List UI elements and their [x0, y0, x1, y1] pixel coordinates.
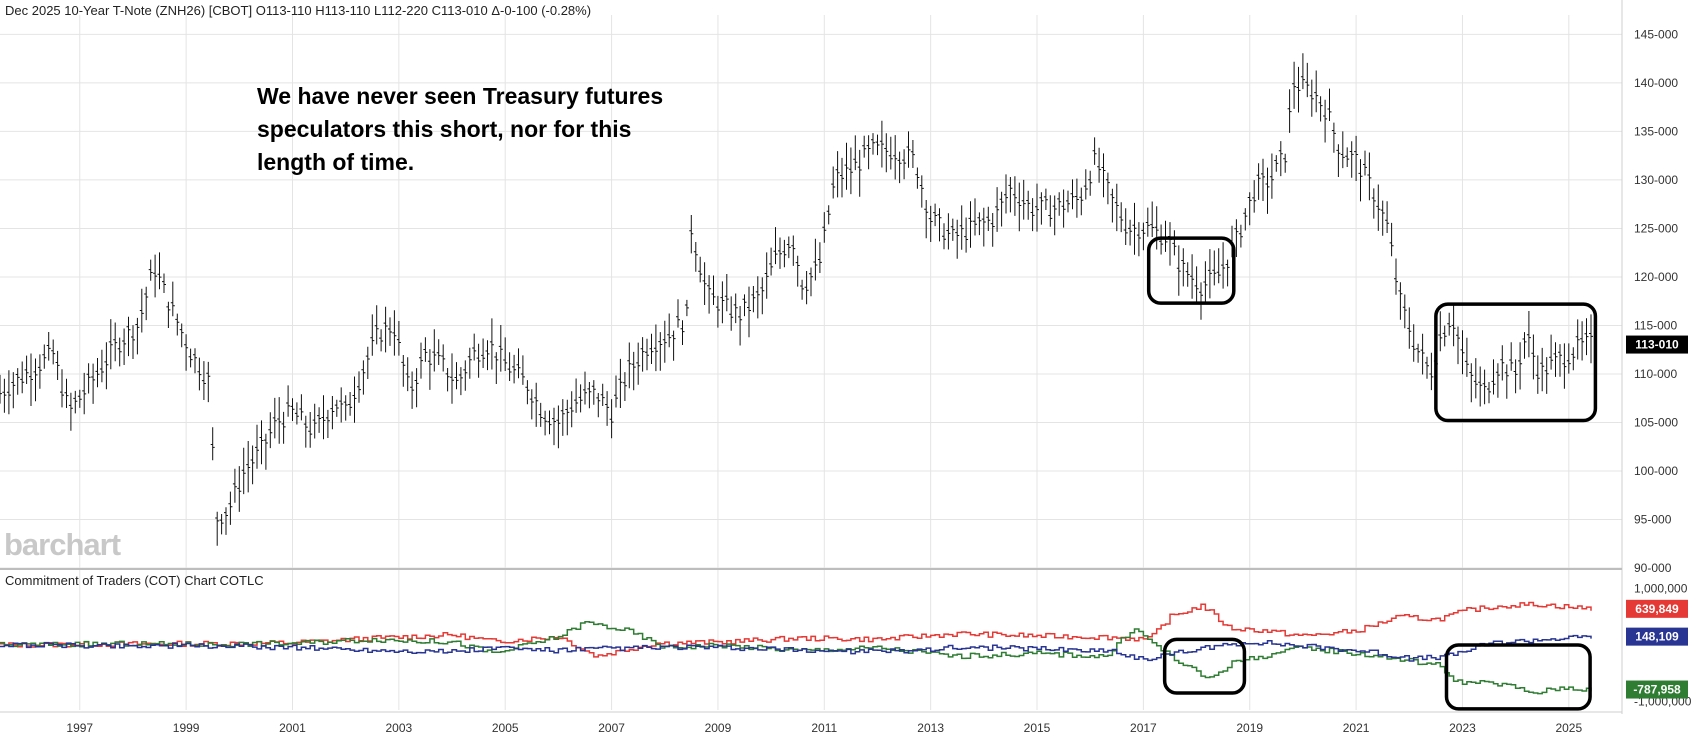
- grid: [0, 15, 1622, 710]
- x-tick-label: 2023: [1449, 721, 1476, 735]
- highlight-box-2018-price: [1146, 236, 1236, 305]
- x-tick-label: 2001: [279, 721, 306, 735]
- x-tick-label: 2007: [598, 721, 625, 735]
- y-tick-label: 105-000: [1634, 415, 1678, 429]
- cot-badge-1-label: -787,958: [1633, 683, 1681, 697]
- y-tick-label: 145-000: [1634, 27, 1678, 41]
- cot-badge-1: [1626, 680, 1688, 699]
- highlight-box-2018-cot: [1162, 637, 1247, 695]
- x-tick-label: 2021: [1343, 721, 1370, 735]
- x-tick-label: 2013: [917, 721, 944, 735]
- chart-header-title: Dec 2025 10-Year T-Note (ZNH26) [CBOT] O…: [5, 3, 592, 18]
- x-tick-label: 2003: [386, 721, 413, 735]
- x-tick-label: 2019: [1236, 721, 1263, 735]
- x-tick-label: 2015: [1024, 721, 1051, 735]
- cot-series-line: [0, 601, 1592, 658]
- cot-badge-0-label: 639,849: [1635, 602, 1679, 616]
- y-tick-label: 100-000: [1634, 464, 1678, 478]
- y-tick-label: 135-000: [1634, 124, 1678, 138]
- highlight-boxes: [1146, 236, 1598, 711]
- cot-badge-2: [1626, 627, 1688, 646]
- highlight-box-2023-price: [1434, 302, 1598, 423]
- y-tick-label: 130-000: [1634, 173, 1678, 187]
- cot-badge-2-label: 148,109: [1635, 630, 1679, 644]
- x-tick-label: 1997: [66, 721, 93, 735]
- cot-badge-0: [1626, 599, 1688, 618]
- last-price-badge: [1626, 335, 1688, 354]
- y-tick-label: 90-000: [1634, 561, 1672, 575]
- price-series: [0, 53, 1593, 546]
- y-tick-label: 140-000: [1634, 76, 1678, 90]
- barchart-logo: barchart: [4, 527, 121, 562]
- annotation-text: We have never seen Treasury futures spec…: [257, 83, 664, 175]
- x-tick-label: 2005: [492, 721, 519, 735]
- value-badges: 113-010 639,849 -787,958 148,109: [1626, 335, 1688, 699]
- y-tick-label: 110-000: [1634, 367, 1677, 381]
- price-bars: [0, 53, 1593, 546]
- last-price-badge-label: 113-010: [1635, 338, 1679, 352]
- y-tick-label: 120-000: [1634, 270, 1678, 284]
- y-tick-label: 95-000: [1634, 512, 1672, 526]
- cot-series-line: [0, 634, 1592, 662]
- x-tick-label: 2025: [1555, 721, 1582, 735]
- cot-panel-title: Commitment of Traders (COT) Chart COTLC: [5, 573, 264, 588]
- x-tick-label: 2017: [1130, 721, 1157, 735]
- y-tick-label: 115-000: [1634, 318, 1677, 332]
- cot-series: [0, 601, 1592, 695]
- y-tick-label: 125-000: [1634, 221, 1678, 235]
- cot-y-tick-label: 1,000,000: [1634, 581, 1688, 595]
- x-tick-label: 2011: [811, 721, 837, 735]
- x-tick-label: 2009: [705, 721, 732, 735]
- highlight-box-2023-cot: [1444, 643, 1592, 711]
- x-tick-label: 1999: [173, 721, 200, 735]
